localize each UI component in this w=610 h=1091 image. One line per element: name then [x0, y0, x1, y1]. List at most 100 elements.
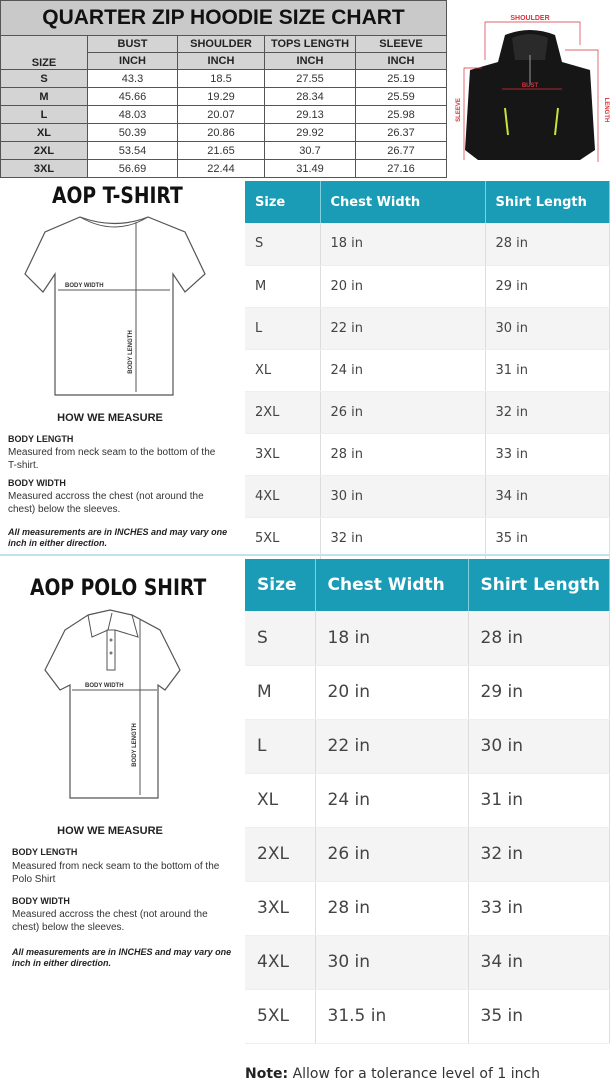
size-header: SIZE: [0, 35, 88, 70]
value-cell: 22 in: [320, 307, 486, 350]
table-row: 2XL 26 in 32 in: [245, 827, 610, 882]
table-row: S 18 in 28 in: [245, 611, 610, 666]
sleeve-label: SLEEVE: [456, 98, 462, 122]
table-row: 5XL 31.5 in 35 in: [245, 989, 610, 1044]
tshirt-size-table: Size Chest Width Shirt Length S 18 in 28 i…: [245, 181, 610, 560]
size-cell: 2XL: [245, 391, 321, 434]
measurement-note: All measurements are in INCHES and may v…: [8, 527, 228, 548]
tshirt-title: AOP T-SHIRT: [52, 184, 183, 209]
value-cell: 25.59: [355, 87, 447, 106]
value-cell: 28.34: [264, 87, 356, 106]
how-we-measure: HOW WE MEASURE: [57, 412, 163, 424]
size-cell: S: [245, 223, 321, 266]
body-length-desc: Measured from neck seam to the bottom of…: [8, 447, 216, 471]
value-cell: 24 in: [315, 773, 469, 828]
value-cell: 20.07: [177, 105, 265, 124]
col-header: Size: [245, 559, 316, 611]
table-row: 2XL 53.54 21.65 30.7 26.77: [0, 141, 447, 160]
value-cell: 33 in: [485, 433, 610, 476]
value-cell: 29 in: [485, 265, 610, 308]
size-cell: 3XL: [245, 433, 321, 476]
value-cell: 26 in: [315, 827, 469, 882]
size-cell: L: [0, 105, 88, 124]
body-width-label: BODY WIDTH: [85, 683, 124, 689]
size-cell: XL: [245, 349, 321, 392]
value-cell: 30 in: [485, 307, 610, 350]
body-length-heading: BODY LENGTH: [12, 847, 78, 857]
bust-label: BUST: [522, 83, 539, 89]
table-row: 2XL 26 in 32 in: [245, 391, 610, 434]
value-cell: 31.49: [264, 159, 356, 178]
table-row: 3XL 56.69 22.44 31.49 27.16: [0, 159, 447, 178]
size-cell: 4XL: [245, 935, 316, 990]
size-cell: 3XL: [0, 159, 88, 178]
size-cell: 3XL: [245, 881, 316, 936]
col-header: Shirt Length: [468, 559, 610, 611]
body-length-label: BODY LENGTH: [128, 330, 134, 374]
hoodie-size-table: QUARTER ZIP HOODIE SIZE CHART SIZE BUST …: [0, 0, 447, 178]
value-cell: 18 in: [320, 223, 486, 266]
value-cell: 20 in: [320, 265, 486, 308]
value-cell: 26.77: [355, 141, 447, 160]
note-label: Note:: [245, 1066, 289, 1082]
value-cell: 29.92: [264, 123, 356, 142]
note-body: Allow for a tolerance level of 1 inch: [288, 1066, 541, 1082]
value-cell: 35 in: [468, 989, 610, 1044]
value-cell: 21.65: [177, 141, 265, 160]
value-cell: 32 in: [468, 827, 610, 882]
value-cell: 24 in: [320, 349, 486, 392]
col-header: BUST: [87, 35, 178, 53]
tolerance-note: Note: Allow for a tolerance level of 1 i…: [245, 1066, 540, 1082]
col-header: Chest Width: [320, 181, 486, 223]
value-cell: 26 in: [320, 391, 486, 434]
value-cell: 34 in: [485, 475, 610, 518]
size-cell: 4XL: [245, 475, 321, 518]
value-cell: 32 in: [320, 517, 486, 560]
value-cell: 18.5: [177, 69, 265, 88]
size-cell: M: [245, 265, 321, 308]
value-cell: 32 in: [485, 391, 610, 434]
body-length-desc: Measured from neck seam to the bottom of…: [12, 861, 220, 885]
value-cell: 28 in: [485, 223, 610, 266]
how-we-measure: HOW WE MEASURE: [57, 825, 163, 837]
size-cell: L: [245, 719, 316, 774]
polo-size-table: Size Chest Width Shirt Length S 18 in 28 i…: [245, 559, 610, 1044]
size-cell: 2XL: [0, 141, 88, 160]
value-cell: 29 in: [468, 665, 610, 720]
size-cell: M: [245, 665, 316, 720]
body-width-heading: BODY WIDTH: [8, 478, 66, 488]
body-length-heading: BODY LENGTH: [8, 434, 74, 444]
value-cell: 48.03: [87, 105, 178, 124]
value-cell: 22 in: [315, 719, 469, 774]
table-row: 4XL 30 in 34 in: [245, 935, 610, 990]
value-cell: 19.29: [177, 87, 265, 106]
measurement-note: All measurements are in INCHES and may v…: [12, 947, 232, 968]
value-cell: 28 in: [468, 611, 610, 666]
value-cell: 53.54: [87, 141, 178, 160]
value-cell: 30.7: [264, 141, 356, 160]
col-header: SHOULDER: [177, 35, 265, 53]
value-cell: 28 in: [320, 433, 486, 476]
value-cell: 56.69: [87, 159, 178, 178]
body-length-label: BODY LENGTH: [132, 723, 138, 767]
value-cell: 45.66: [87, 87, 178, 106]
value-cell: 30 in: [468, 719, 610, 774]
value-cell: 34 in: [468, 935, 610, 990]
col-header: Size: [245, 181, 321, 223]
table-row: L 22 in 30 in: [245, 719, 610, 774]
section-divider: [0, 554, 610, 556]
value-cell: 18 in: [315, 611, 469, 666]
size-cell: L: [245, 307, 321, 350]
body-width-heading: BODY WIDTH: [12, 896, 70, 906]
value-cell: 50.39: [87, 123, 178, 142]
polo-diagram: BODY WIDTH BODY LENGTH: [44, 609, 181, 799]
hoodie-image: SHOULDER BUST SLEEVE LENGTH: [456, 15, 609, 162]
value-cell: 20 in: [315, 665, 469, 720]
value-cell: 25.19: [355, 69, 447, 88]
col-header: SLEEVE: [355, 35, 447, 53]
body-width-desc: Measured accross the chest (not around t…: [8, 491, 204, 515]
value-cell: 31 in: [468, 773, 610, 828]
value-cell: 29.13: [264, 105, 356, 124]
body-width-label: BODY WIDTH: [65, 283, 104, 289]
value-cell: 22.44: [177, 159, 265, 178]
